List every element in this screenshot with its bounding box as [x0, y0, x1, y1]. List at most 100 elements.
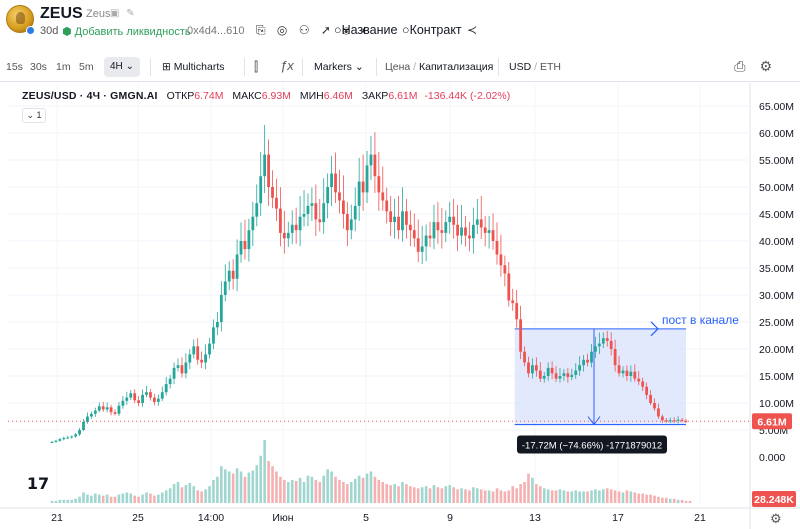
- volume-bar: [231, 473, 235, 503]
- volume-bar: [578, 491, 581, 503]
- candle-body: [97, 406, 101, 411]
- copy-icon[interactable]: ▣ ✎: [110, 8, 137, 19]
- search-by-contract-button[interactable]: ○Контракт: [402, 23, 462, 37]
- candle-body: [436, 222, 440, 231]
- search-by-name-button[interactable]: ○Название: [334, 23, 397, 37]
- volume-bar: [62, 499, 66, 503]
- candle-body: [487, 230, 491, 233]
- multicharts-button[interactable]: ⊞ Multicharts: [162, 61, 224, 73]
- candle-body: [381, 192, 385, 201]
- volume-bar: [444, 486, 448, 503]
- volume-bar: [527, 473, 530, 503]
- volume-bar: [298, 477, 302, 503]
- close-value: 6.61M: [388, 90, 418, 102]
- high-label: МАКС: [232, 90, 262, 102]
- settings-icon[interactable]: ⚙: [770, 511, 782, 526]
- candle-body: [113, 412, 117, 414]
- volume-bar: [649, 494, 652, 503]
- candle-body: [649, 394, 652, 403]
- candle-body: [684, 420, 688, 422]
- candle-body: [523, 351, 526, 363]
- camera-icon[interactable]: ⎙: [734, 58, 760, 74]
- candle-body: [613, 349, 617, 366]
- toolbar-divider: [244, 58, 245, 76]
- search-icon: ○: [402, 23, 410, 37]
- toolbar-divider: [376, 58, 377, 76]
- volume-bar: [531, 477, 534, 503]
- candle-body: [405, 211, 408, 225]
- candle-body: [149, 392, 152, 398]
- volume-bar: [141, 494, 144, 503]
- volume-bar: [629, 491, 633, 503]
- price-label: Цена: [385, 61, 411, 73]
- volume-bar: [594, 489, 597, 503]
- toggle-separator: /: [531, 61, 540, 73]
- y-tick-label: 55.00M: [759, 155, 794, 167]
- candle-body: [188, 354, 192, 363]
- candle-body: [527, 362, 530, 374]
- volume-bar: [125, 492, 129, 503]
- volume-bar: [220, 466, 223, 503]
- candle-body: [629, 371, 633, 376]
- y-tick-label: 40.00M: [759, 236, 794, 248]
- timeframe-5m[interactable]: 5m: [79, 61, 94, 73]
- indicator-toggle[interactable]: ⌄ 1: [22, 108, 46, 123]
- candle-style-icon[interactable]: ⫿: [254, 59, 259, 74]
- add-liquidity-link[interactable]: ⬢ Добавить ликвидность: [62, 25, 191, 38]
- candle-body: [586, 359, 589, 363]
- candle-body: [468, 235, 471, 239]
- volume-bar: [412, 487, 416, 503]
- volume-bar: [684, 500, 688, 503]
- candle-body: [298, 216, 302, 231]
- share-icon[interactable]: ≺: [467, 23, 478, 37]
- volume-bar: [519, 484, 522, 503]
- volume-bar: [227, 471, 231, 503]
- currency-toggle[interactable]: USD / ETH: [509, 61, 561, 73]
- candle-body: [412, 230, 416, 239]
- candle-body: [542, 376, 546, 379]
- candle-body: [101, 406, 105, 410]
- candle-body: [314, 203, 318, 220]
- candle-body: [223, 281, 227, 295]
- measure-label-box: [517, 435, 667, 454]
- candle-body: [456, 224, 460, 236]
- candle-body: [582, 359, 586, 366]
- price-mode-toggle[interactable]: Цена / Капитализация: [385, 61, 493, 73]
- candle-body: [657, 408, 660, 417]
- candle-body: [247, 230, 251, 250]
- markers-dropdown[interactable]: Markers ⌄: [314, 61, 364, 73]
- candle-body: [133, 393, 137, 401]
- measure-arrow-head: [587, 416, 601, 426]
- volume-bar: [223, 469, 227, 503]
- candle-body: [385, 200, 389, 212]
- candle-body: [180, 365, 184, 374]
- candle-body: [424, 235, 428, 247]
- timeframe-4h[interactable]: 4H ⌄: [104, 57, 140, 77]
- volume-bar: [483, 490, 487, 503]
- timeframe-1m[interactable]: 1m: [56, 61, 71, 73]
- indicators-fx-icon[interactable]: ƒx: [280, 58, 294, 73]
- price-chart[interactable]: 65.00M 60.00M 55.00M 50.00M 45.00M 40.00M 35.0…: [0, 83, 800, 529]
- volume-bar: [168, 488, 172, 503]
- volume-bar: [255, 465, 259, 503]
- candle-body: [278, 208, 282, 233]
- volume-bar: [586, 491, 589, 503]
- candle-body: [546, 367, 550, 376]
- candle-body: [290, 224, 294, 233]
- volume-bar: [318, 482, 322, 503]
- annotation-arrow-icon: [650, 321, 659, 337]
- symbol-label: ZEUS/USD · 4Ч · GMGN.AI: [22, 90, 158, 102]
- volume-bar: [338, 479, 341, 503]
- gear-icon[interactable]: ⚙: [759, 58, 786, 74]
- timeframe-15s[interactable]: 15s: [6, 61, 23, 73]
- timeframe-30s[interactable]: 30s: [30, 61, 47, 73]
- volume-bar: [160, 492, 164, 503]
- volume-bar: [668, 498, 672, 503]
- volume-bar: [346, 484, 349, 503]
- volume-bar: [86, 494, 89, 503]
- social-links-icon[interactable]: ⎘ ◎ ⚇ ➚ ⦿ ◐: [256, 23, 373, 37]
- contract-address[interactable]: 0x4d4...610: [187, 25, 245, 37]
- candle-body: [597, 343, 601, 347]
- volume-bar: [665, 497, 668, 503]
- candle-body: [637, 378, 641, 382]
